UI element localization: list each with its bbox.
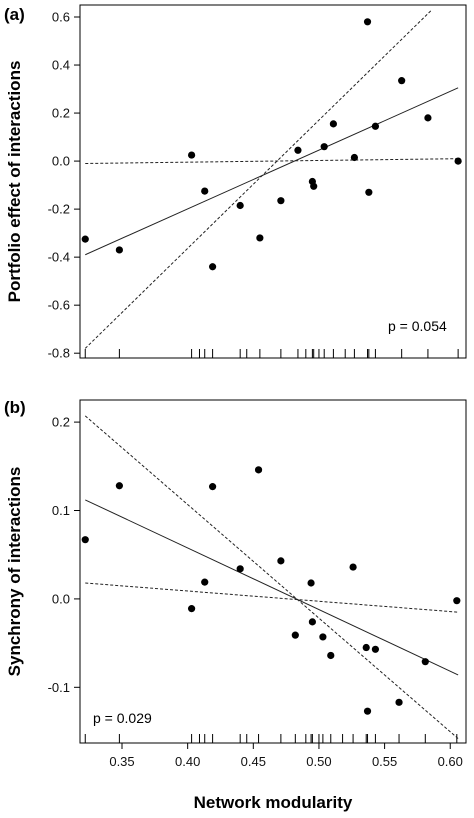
data-point [209, 483, 217, 491]
data-point [115, 246, 123, 254]
data-point [187, 151, 196, 159]
data-point [319, 633, 327, 641]
data-point [395, 698, 403, 706]
data-point [201, 187, 209, 195]
x-axis-title: Network modularity [194, 793, 353, 812]
data-point [81, 536, 89, 544]
data-point [187, 605, 196, 613]
data-point [291, 631, 299, 639]
panel-label: (b) [4, 398, 26, 417]
data-point [453, 597, 461, 605]
plot-frame [79, 4, 467, 359]
data-point [115, 482, 123, 490]
regression-line [85, 87, 459, 256]
data-point [371, 122, 380, 130]
data-point [363, 18, 372, 26]
panel-label: (a) [4, 5, 25, 24]
data-point [254, 466, 263, 474]
y-tick-label: 0.2 [52, 415, 70, 430]
y-tick-label: -0.6 [48, 298, 70, 313]
y-tick-label: -0.8 [48, 346, 70, 361]
data-point [424, 114, 432, 122]
data-point [349, 563, 357, 571]
data-point [398, 77, 406, 85]
data-point [454, 157, 462, 165]
y-tick-label: 0.2 [52, 106, 70, 121]
data-point [236, 201, 244, 210]
y-tick-label: 0.4 [52, 58, 70, 73]
y-tick-label: -0.1 [48, 680, 70, 695]
data-point [277, 557, 285, 565]
confidence-line [85, 158, 459, 164]
data-point [327, 651, 335, 660]
data-point [362, 643, 370, 652]
data-point [236, 565, 244, 573]
panel-a: (a) -0.8 -0.6 -0.4 -0.2 0.0 0.2 0.4 0.6 p = 0.054… [4, 4, 467, 361]
data-point [363, 707, 372, 715]
y-tick-label: 0.0 [52, 591, 70, 606]
data-point [320, 143, 328, 151]
data-point [277, 197, 285, 205]
y-tick-label: 0.0 [52, 154, 70, 169]
data-point [308, 618, 316, 626]
data-point [294, 146, 302, 154]
confidence-line [85, 582, 459, 613]
x-tick-label: 0.45 [241, 754, 266, 769]
data-point [307, 579, 315, 587]
data-point [329, 120, 337, 128]
data-point [209, 263, 217, 271]
data-point [310, 182, 318, 190]
data-point [350, 153, 359, 162]
regression-line [85, 499, 459, 676]
y-tick-label: 0.6 [52, 10, 70, 25]
confidence-line [84, 415, 459, 739]
data-point [421, 658, 429, 666]
x-tick-label: 0.40 [175, 754, 200, 769]
x-tick-label: 0.50 [306, 754, 331, 769]
data-point [365, 188, 373, 196]
y-axis-title: Synchrony of interactions [5, 467, 24, 677]
p-value-annotation: p = 0.029 [93, 710, 152, 726]
y-tick-label: 0.1 [52, 503, 70, 518]
p-value-annotation: p = 0.054 [388, 318, 447, 334]
y-tick-label: -0.2 [48, 202, 70, 217]
y-axis-title: Portfolio effect of interactions [5, 61, 24, 303]
confidence-line [84, 9, 433, 349]
data-point [201, 578, 209, 586]
x-tick-label: 0.60 [438, 754, 463, 769]
y-tick-label: -0.4 [48, 250, 70, 265]
data-point [256, 234, 264, 242]
plot-frame [79, 399, 467, 744]
x-tick-label: 0.55 [372, 754, 397, 769]
x-tick-label: 0.35 [109, 754, 134, 769]
data-point [81, 235, 89, 243]
panel-b: (b) -0.1 0.0 0.1 0.2 0.35 0.40 0.45 0.50 0.55 0.60… [4, 398, 467, 812]
data-point [371, 645, 380, 653]
